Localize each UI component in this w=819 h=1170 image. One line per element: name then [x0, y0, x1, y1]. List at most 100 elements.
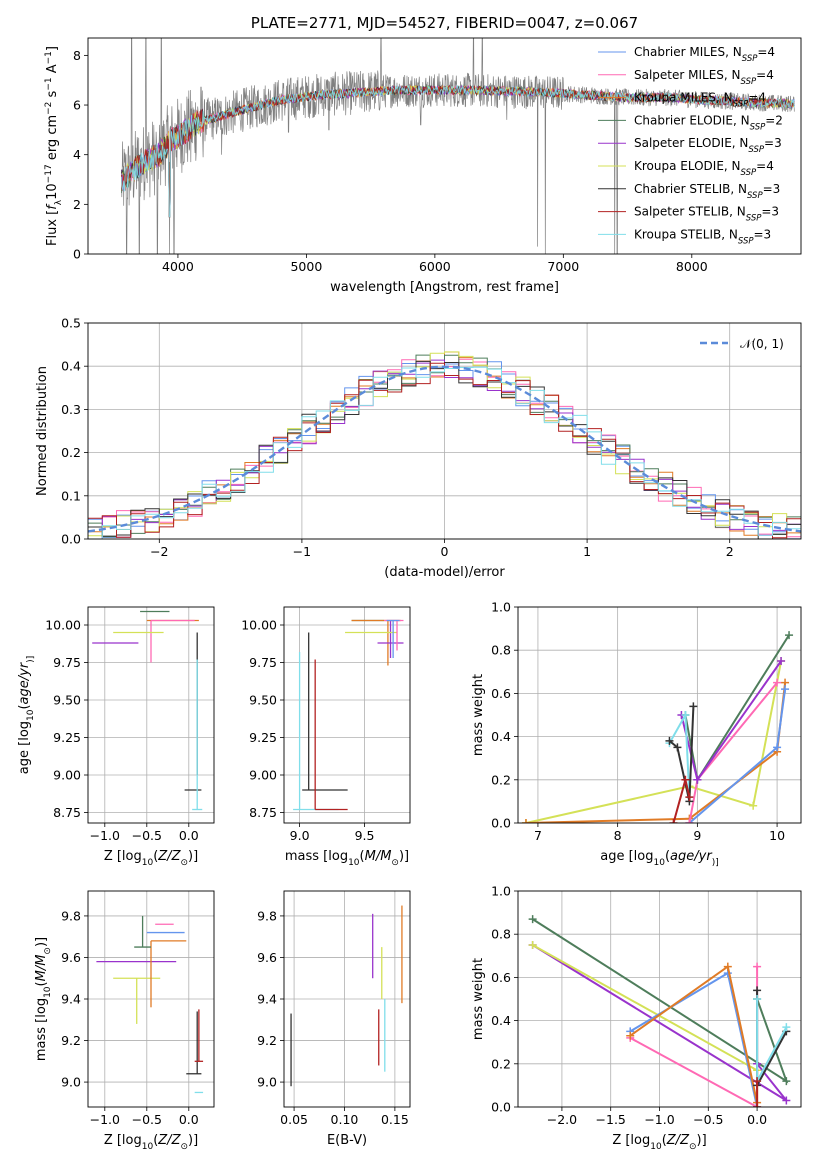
y-tick-label: 1.0 — [491, 600, 511, 615]
y-tick-label: 9.75 — [53, 655, 81, 670]
x-axis-label: wavelength [Angstrom, rest frame] — [330, 280, 559, 295]
legend: Chabrier MILES, NSSP=4 Salpeter MILES, NS… — [598, 45, 783, 246]
y-tick-label: 0.6 — [491, 686, 511, 701]
x-axis-label: E(B-V) — [327, 1133, 367, 1148]
weight-marker — [723, 962, 732, 971]
errorbar — [134, 915, 151, 948]
x-tick-label: −0.5 — [132, 1112, 162, 1127]
age-vs-metallicity-panel: −1.0 −0.5 0.0 8.75 9.00 9.25 9.50 9.75 10.00 Z [l… — [17, 606, 215, 868]
weight-series — [753, 1077, 762, 1107]
weight-marker — [777, 657, 786, 665]
y-tick-label: 0.8 — [491, 643, 511, 658]
y-tick-label: 0.5 — [61, 316, 81, 331]
weight-series — [521, 657, 786, 823]
weight-series — [669, 775, 694, 823]
y-tick-label: 0.0 — [491, 816, 511, 831]
legend-entry: Kroupa ELODIE, NSSP=4 — [634, 159, 774, 178]
weight-series — [685, 678, 782, 823]
y-tick-label: 1.0 — [491, 884, 511, 899]
y-tick-label: 9.00 — [53, 768, 81, 783]
weight-marker — [782, 1077, 791, 1086]
x-tick-label: 9.5 — [355, 828, 375, 843]
y-tick-label: 0.2 — [491, 772, 511, 787]
y-axis-label: Flux [fλ10−17 erg cm−2 s−1 A−1] — [44, 46, 64, 246]
weight-marker — [753, 1077, 762, 1086]
spectrum-panel: 4000 5000 6000 7000 8000 0 2 4 6 8 PLATE=2771, MJD… — [44, 14, 802, 295]
weight-line — [629, 966, 759, 1107]
x-tick-label: 0.10 — [331, 1112, 359, 1127]
y-tick-label: 10.00 — [45, 618, 81, 633]
legend-entry: Salpeter STELIB, NSSP=3 — [634, 205, 779, 224]
legend-entry: Kroupa MILES, NSSP=4 — [634, 91, 766, 110]
y-tick-label: 0.2 — [61, 445, 81, 460]
weight-marker — [693, 775, 702, 784]
weight-line — [680, 660, 782, 783]
x-tick-label: 0.0 — [747, 1112, 767, 1127]
y-tick-label: 2 — [73, 197, 81, 212]
y-tick-label: 9.6 — [257, 950, 277, 965]
age-vs-mass-panel: 9.0 9.5 8.75 9.00 9.25 9.50 9.75 10.00 mass [log… — [241, 606, 411, 868]
x-tick-label: −2.0 — [547, 1112, 577, 1127]
y-tick-label: 9.2 — [257, 1033, 277, 1048]
normal-reference-curve — [88, 365, 801, 533]
legend-entry: Kroupa STELIB, NSSP=3 — [634, 227, 771, 246]
weight-marker — [521, 819, 530, 823]
y-tick-label: 9.8 — [257, 908, 277, 923]
x-axis-label: Z [log10(Z/Z⊙)] — [104, 1133, 198, 1152]
legend-entry: Chabrier ELODIE, NSSP=2 — [634, 113, 783, 132]
weight-marker — [685, 819, 694, 823]
weight-series — [626, 962, 762, 1107]
axes-frame — [283, 606, 411, 824]
x-tick-label: −1 — [293, 544, 311, 559]
y-axis-label: mass weight — [471, 958, 486, 1040]
weight-marker — [773, 678, 782, 687]
x-axis-label: Z [log10(Z/Z⊙)] — [104, 849, 198, 868]
weight-marker — [665, 736, 674, 745]
weight-marker — [785, 631, 794, 640]
y-tick-label: 9.50 — [53, 693, 81, 708]
axes-frame — [283, 890, 411, 1108]
y-tick-label: 9.50 — [249, 693, 277, 708]
y-tick-label: 9.6 — [61, 950, 81, 965]
legend-entry: Chabrier STELIB, NSSP=3 — [634, 182, 780, 201]
weight-series — [681, 631, 794, 784]
residual-histogram-panel: −2 −1 0 1 2 0.0 0.1 0.2 0.3 0.4 0.5 (data-model)/er… — [35, 316, 802, 580]
mass-weight-vs-metallicity-panel: −2.0 −1.5 −1.0 −0.5 0.0 0.0 0.2 0.4 0.6 0.8 1.0 Z [… — [471, 884, 802, 1152]
errorbar — [192, 659, 203, 811]
weight-marker — [753, 995, 762, 1003]
legend-entry: 𝒩(0, 1) — [740, 337, 784, 351]
weight-marker — [681, 775, 690, 784]
legend-entry: Salpeter MILES, NSSP=4 — [634, 68, 774, 87]
axes-frame — [87, 890, 215, 1108]
y-tick-label: 0.6 — [491, 970, 511, 985]
errorbar — [377, 620, 404, 658]
y-tick-label: 0.3 — [61, 402, 81, 417]
histogram-step — [88, 351, 801, 539]
mass-weight-vs-age-panel: 7 8 9 10 0.0 0.2 0.4 0.6 0.8 1.0 age [log10(age/yr… — [471, 600, 802, 868]
errorbar — [150, 940, 187, 1008]
axes-frame — [87, 606, 215, 824]
y-tick-label: 8.75 — [249, 805, 277, 820]
errorbar — [113, 977, 161, 1024]
x-tick-label: 10 — [769, 828, 785, 843]
y-axis-label: age [log10(age/yr)] — [17, 656, 36, 774]
x-tick-label: −1.0 — [644, 1112, 674, 1127]
mass-vs-metallicity-panel: −1.0 −0.5 0.0 9.0 9.2 9.4 9.6 9.8 Z [log10(Z/Z⊙)… — [34, 890, 215, 1152]
y-tick-label: 9.75 — [249, 655, 277, 670]
x-tick-label: 8000 — [676, 259, 708, 274]
axes-frame — [517, 606, 802, 824]
weight-marker — [685, 793, 694, 802]
y-tick-label: 9.25 — [249, 730, 277, 745]
mass-vs-ebv-panel: 0.05 0.10 0.15 9.0 9.2 9.4 9.6 9.8 E(B-V) — [257, 890, 411, 1148]
y-tick-label: 0.4 — [491, 1013, 511, 1028]
x-tick-label: 0.0 — [179, 1112, 199, 1127]
x-axis-label: Z [log10(Z/Z⊙)] — [612, 1133, 706, 1152]
y-tick-label: 0.4 — [61, 359, 81, 374]
weight-marker — [673, 743, 682, 752]
weight-marker — [528, 915, 537, 924]
weight-line — [684, 634, 790, 783]
errorbar — [386, 619, 400, 658]
x-tick-label: −0.5 — [132, 828, 162, 843]
weight-marker — [528, 941, 537, 949]
weight-marker — [782, 1096, 791, 1105]
